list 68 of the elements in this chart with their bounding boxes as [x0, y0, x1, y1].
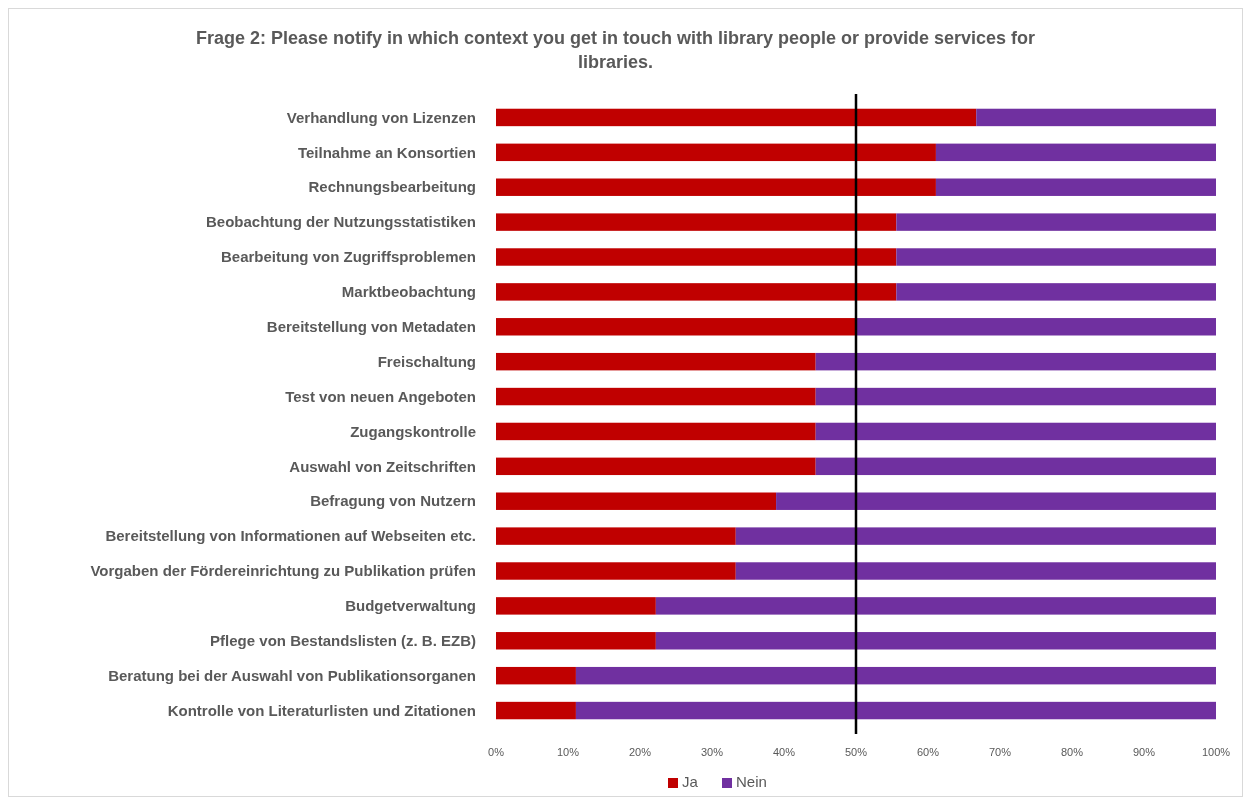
bar — [896, 213, 1216, 231]
x-tick-label: 40% — [772, 746, 796, 758]
bar — [496, 283, 897, 301]
bar — [575, 666, 1216, 685]
bar — [575, 701, 1216, 720]
y-tick-label: Pflege von Bestandslisten (z. B. EZB) — [210, 632, 476, 650]
y-tick-label: Bearbeitung von Zugriffsproblemen — [220, 248, 476, 266]
bar — [815, 422, 1216, 441]
bar — [856, 318, 1216, 336]
x-tick-label: 20% — [628, 746, 652, 758]
bar — [935, 143, 1216, 162]
bar — [496, 632, 656, 650]
bar — [496, 701, 576, 720]
y-tick-label: Rechnungsbearbeitung — [308, 178, 476, 196]
bar — [496, 492, 777, 510]
x-tick-label: 50% — [844, 746, 868, 758]
bar — [896, 283, 1216, 301]
y-tick-label: Beobachtung der Nutzungsstatistiken — [205, 213, 476, 231]
bar — [815, 352, 1216, 371]
bar — [776, 492, 1216, 510]
bar — [815, 457, 1216, 476]
x-tick-label: 80% — [1060, 746, 1084, 758]
bar — [496, 108, 977, 127]
bar — [976, 108, 1216, 127]
y-tick-label: Zugangskontrolle — [350, 422, 476, 440]
bar — [896, 248, 1216, 266]
x-tick-label: 0% — [488, 746, 505, 758]
bar — [735, 562, 1216, 580]
bar — [655, 632, 1216, 650]
y-tick-label: Teilnahme an Konsortien — [297, 143, 476, 161]
y-tick-label: Budgetverwaltung — [345, 597, 476, 615]
y-tick-label: Test von neuen Angeboten — [285, 387, 476, 405]
y-tick-label: Bereitstellung von Metadaten — [266, 318, 476, 336]
bar — [496, 666, 576, 685]
legend-label: Ja — [682, 773, 699, 790]
y-tick-label: Bereitstellung von Informationen auf Webseiten etc. — [105, 527, 476, 545]
y-tick-label: Befragung von Nutzern — [310, 492, 476, 510]
chart-title: Frage 2: Please notify in which context you get in touch with library people or provide services for libraries. — [195, 28, 1036, 72]
bar — [496, 457, 816, 476]
legend-label: Nein — [736, 773, 767, 790]
bar — [496, 422, 816, 441]
y-tick-label: Verhandlung von Lizenzen — [286, 108, 476, 126]
x-tick-label: 30% — [700, 746, 724, 758]
bar — [496, 527, 736, 545]
bar — [496, 562, 736, 580]
x-tick-label: 90% — [1132, 746, 1156, 758]
y-tick-label: Freischaltung — [377, 352, 476, 370]
bar — [496, 143, 936, 162]
y-tick-label: Marktbeobachtung — [341, 283, 476, 301]
bar — [496, 318, 856, 336]
x-tick-label: 70% — [988, 746, 1012, 758]
bar — [655, 597, 1216, 615]
x-tick-label: 10% — [556, 746, 580, 758]
y-tick-label: Vorgaben der Fördereinrichtung zu Publikation prüfen — [90, 562, 476, 580]
x-tick-label: 100% — [1201, 746, 1231, 758]
y-tick-label: Beratung bei der Auswahl von Publikationsorganen — [108, 666, 476, 684]
bar — [496, 352, 816, 371]
y-tick-label: Kontrolle von Literaturlisten und Zitationen — [167, 701, 476, 719]
bar — [496, 387, 816, 406]
bar — [815, 387, 1216, 406]
bar — [496, 178, 936, 196]
bar — [496, 213, 897, 231]
y-tick-label: Auswahl von Zeitschriften — [289, 457, 476, 475]
bar — [735, 527, 1216, 545]
bar — [496, 248, 897, 266]
bar — [935, 178, 1216, 196]
x-tick-label: 60% — [916, 746, 940, 758]
bar — [496, 597, 656, 615]
